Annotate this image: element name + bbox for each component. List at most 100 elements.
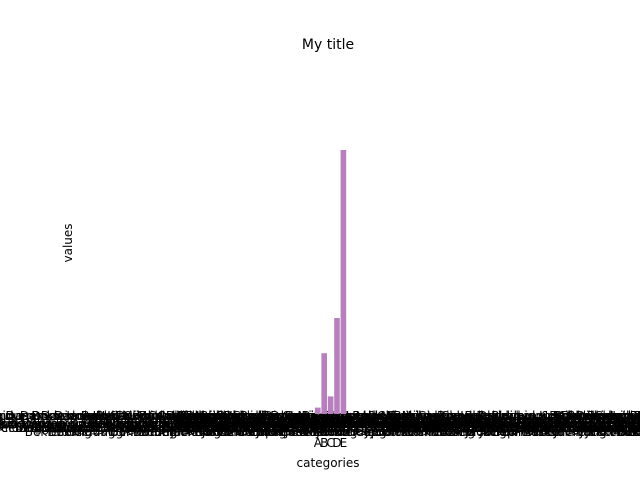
overlapping-tick-label: Bekleidung > Damen > Jacken & Mäntel > J…	[633, 417, 640, 431]
overlapping-tick-label: Bekleidung > Damen > Jacken & Mäntel > J…	[567, 409, 640, 423]
overlapping-tick-label: Bekleidung > Damen > Hosen > Caprihosen	[31, 421, 300, 435]
x-tick-label-c: C	[326, 436, 334, 450]
overlapping-tick-label: Bekleidung > Damen > Hosen > Caprihosen	[546, 421, 640, 435]
overlapping-tick-label: Bekleidung > Damen > Jacken & Mäntel > J…	[200, 409, 499, 423]
overlapping-tick-label: Bekleidung > Damen > Hosen > Caprihosen	[217, 409, 486, 423]
overlapping-tick-label: Bekleidung > Damen > Jacken & Mäntel > J…	[517, 421, 640, 435]
overlapping-tick-label: Bekleidung > Damen > Hosen > Caprihosen	[393, 409, 640, 423]
overlapping-tick-label: Bekleidung > Damen > Jacken & Mäntel > J…	[0, 409, 220, 423]
overlapping-tick-label: Bekleidung > Damen > Jacken & Mäntel > J…	[320, 425, 619, 439]
overlapping-tick-label: Bekleidung > Damen > Hosen > Caprihosen	[18, 421, 287, 435]
overlapping-tick-label: Bekleidung > Damen > Hosen > Caprihosen	[518, 417, 640, 431]
overlapping-tick-label: Bekleidung > Damen > Jacken & Mäntel > J…	[179, 413, 478, 427]
x-axis-label: categories	[297, 456, 360, 470]
overlapping-tick-label: Bekleidung > Damen > Hosen > Caprihosen	[209, 421, 478, 435]
overlapping-tick-label: Bekleidung > Damen > Jacken & Mäntel > J…	[236, 417, 535, 431]
overlapping-tick-label: Bekleidung > Damen > Jacken & Mäntel > J…	[633, 409, 640, 423]
overlapping-tick-label: Bekleidung > Damen > Jacken & Mäntel > J…	[390, 421, 640, 435]
y-axis-label: values	[61, 223, 75, 262]
overlapping-tick-label: Bekleidung > Damen > Jacken & Mäntel > J…	[133, 413, 432, 427]
overlapping-tick-label: Bekleidung > Damen > Hosen > Caprihosen	[616, 417, 640, 431]
overlapping-tick-label: Bekleidung > Damen > Hosen > Caprihosen	[426, 417, 640, 431]
overlapping-tick-label: Bekleidung > Damen > Hosen > Caprihosen	[609, 413, 640, 427]
overlapping-tick-label: Bekleidung > Damen > Hosen > Caprihosen	[240, 409, 509, 423]
overlapping-tick-label: Bekleidung > Damen > Hosen > Caprihosen	[557, 413, 640, 427]
overlapping-tick-label: Bekleidung > Damen > Hosen > Caprihosen	[224, 417, 493, 431]
overlapping-tick-label: Bekleidung > Damen > Hosen > Caprihosen	[630, 409, 640, 423]
overlapping-tick-label: Bekleidung > Damen > Jacken & Mäntel > J…	[587, 409, 640, 423]
overlapping-tick-label: Bekleidung > Damen > Jacken & Mäntel > J…	[205, 417, 504, 431]
overlapping-tick-label: Bekleidung > Damen > Jacken & Mäntel > J…	[483, 421, 640, 435]
overlapping-tick-label: Bekleidung > Damen > Jacken & Mäntel > J…	[590, 413, 640, 427]
overlapping-tick-label: Bekleidung > Damen > Jacken & Mäntel > J…	[0, 409, 234, 423]
overlapping-tick-label: Bekleidung > Damen > Hosen > Caprihosen	[202, 421, 471, 435]
overlapping-tick-label: Bekleidung > Damen > Hosen > Caprihosen	[0, 421, 244, 435]
overlapping-tick-label: Bekleidung > Damen > Hosen > Caprihosen	[48, 425, 317, 439]
overlapping-tick-label: Bekleidung > Damen > Hosen > Caprihosen	[81, 409, 350, 423]
overlapping-tick-label: Bekleidung > Damen > Hosen > Caprihosen	[0, 417, 226, 431]
overlapping-tick-label: Bekleidung > Damen > Jacken & Mäntel > J…	[0, 417, 284, 431]
overlapping-tick-label: Bekleidung > Damen > Jacken & Mäntel > J…	[90, 417, 389, 431]
overlapping-tick-label: Bekleidung > Damen > Jacken & Mäntel > J…	[179, 409, 478, 423]
overlapping-tick-label: Bekleidung > Damen > Jacken & Mäntel > J…	[476, 409, 640, 423]
overlapping-tick-label: Bekleidung > Damen > Hosen > Caprihosen	[203, 413, 472, 427]
overlapping-tick-label: Bekleidung > Damen > Hosen > Caprihosen	[240, 417, 509, 431]
overlapping-tick-label: Bekleidung > Damen > Hosen > Caprihosen	[216, 417, 485, 431]
overlapping-tick-label: Bekleidung > Damen > Hosen > Caprihosen	[0, 409, 216, 423]
overlapping-tick-label: Bekleidung > Damen > Jacken & Mäntel > J…	[386, 421, 640, 435]
overlapping-x-tick-labels: Bekleidung > Damen > Hosen > CaprihosenB…	[0, 409, 640, 439]
overlapping-tick-label: Bekleidung > Damen > Hosen > Caprihosen	[172, 413, 441, 427]
overlapping-tick-label: Bekleidung > Damen > Jacken & Mäntel > J…	[0, 417, 298, 431]
overlapping-tick-label: Bekleidung > Damen > Jacken & Mäntel > J…	[618, 425, 640, 439]
overlapping-tick-label: Bekleidung > Damen > Hosen > Caprihosen	[238, 417, 507, 431]
overlapping-tick-label: Bekleidung > Damen > Jacken & Mäntel > J…	[617, 425, 640, 439]
overlapping-tick-label: Bekleidung > Damen > Hosen > Caprihosen	[285, 417, 554, 431]
overlapping-tick-label: Bekleidung > Damen > Hosen > Caprihosen	[154, 425, 423, 439]
overlapping-tick-label: Bekleidung > Damen > Hosen > Caprihosen	[0, 417, 206, 431]
overlapping-tick-label: Bekleidung > Damen > Jacken & Mäntel > J…	[465, 409, 640, 423]
overlapping-tick-label: Bekleidung > Damen > Jacken & Mäntel > J…	[271, 417, 570, 431]
overlapping-tick-label: Bekleidung > Damen > Hosen > Caprihosen	[491, 409, 640, 423]
overlapping-tick-label: Bekleidung > Damen > Jacken & Mäntel > J…	[453, 413, 640, 427]
x-tick-label-d: D	[332, 436, 341, 450]
overlapping-tick-label: Bekleidung > Damen > Jacken & Mäntel > J…	[572, 417, 640, 431]
overlapping-tick-label: Bekleidung > Damen > Hosen > Caprihosen	[219, 417, 488, 431]
overlapping-tick-label: Bekleidung > Damen > Hosen > Caprihosen	[574, 413, 640, 427]
overlapping-tick-label: Bekleidung > Damen > Jacken & Mäntel > J…	[25, 425, 324, 439]
overlapping-tick-label: Bekleidung > Damen > Jacken & Mäntel > J…	[122, 421, 421, 435]
overlapping-tick-label: Bekleidung > Damen > Jacken & Mäntel > J…	[440, 425, 640, 439]
overlapping-tick-label: Bekleidung > Damen > Hosen > Caprihosen	[90, 413, 359, 427]
bars-group	[315, 150, 347, 414]
overlapping-tick-label: Bekleidung > Damen > Jacken & Mäntel > J…	[89, 417, 388, 431]
overlapping-tick-label: Bekleidung > Damen > Jacken & Mäntel > J…	[110, 425, 409, 439]
overlapping-tick-label: Bekleidung > Damen > Jacken & Mäntel > J…	[518, 413, 640, 427]
overlapping-tick-label: Bekleidung > Damen > Jacken & Mäntel > J…	[381, 421, 640, 435]
overlapping-tick-label: Bekleidung > Damen > Jacken & Mäntel > J…	[451, 421, 640, 435]
overlapping-tick-label: Bekleidung > Damen > Hosen > Caprihosen	[0, 421, 251, 435]
overlapping-tick-label: Bekleidung > Damen > Jacken & Mäntel > J…	[88, 417, 387, 431]
overlapping-tick-label: Bekleidung > Damen > Hosen > Caprihosen	[139, 409, 408, 423]
overlapping-tick-label: Bekleidung > Damen > Jacken & Mäntel > J…	[483, 413, 640, 427]
overlapping-tick-label: Bekleidung > Damen > Hosen > Caprihosen	[0, 409, 225, 423]
overlapping-tick-label: Bekleidung > Damen > Hosen > Caprihosen	[452, 417, 640, 431]
overlapping-tick-label: Bekleidung > Damen > Jacken & Mäntel > J…	[41, 421, 340, 435]
overlapping-tick-label: Bekleidung > Damen > Jacken & Mäntel > J…	[0, 409, 268, 423]
overlapping-tick-label: Bekleidung > Damen > Hosen > Caprihosen	[554, 409, 640, 423]
bar-d	[334, 318, 340, 414]
overlapping-tick-label: Bekleidung > Damen > Hosen > Caprihosen	[176, 409, 445, 423]
overlapping-tick-label: Bekleidung > Damen > Jacken & Mäntel > J…	[258, 417, 557, 431]
overlapping-tick-label: Bekleidung > Damen > Hosen > Caprihosen	[472, 413, 640, 427]
overlapping-tick-label: Bekleidung > Damen > Hosen > Caprihosen	[31, 409, 300, 423]
bar-e	[340, 150, 347, 414]
overlapping-tick-label: Bekleidung > Damen > Jacken & Mäntel > J…	[177, 413, 476, 427]
overlapping-tick-label: Bekleidung > Damen > Hosen > Caprihosen	[279, 421, 548, 435]
overlapping-tick-label: Bekleidung > Damen > Jacken & Mäntel > J…	[579, 421, 640, 435]
overlapping-tick-label: Bekleidung > Damen > Hosen > Caprihosen	[633, 417, 640, 431]
overlapping-tick-label: Bekleidung > Damen > Hosen > Caprihosen	[316, 417, 585, 431]
overlapping-tick-label: Bekleidung > Damen > Hosen > Caprihosen	[0, 417, 243, 431]
bar-b	[321, 353, 327, 414]
chart-title: My title	[302, 37, 354, 53]
overlapping-tick-label: Bekleidung > Damen > Hosen > Caprihosen	[192, 417, 461, 431]
overlapping-tick-label: Bekleidung > Damen > Jacken & Mäntel > J…	[422, 421, 640, 435]
